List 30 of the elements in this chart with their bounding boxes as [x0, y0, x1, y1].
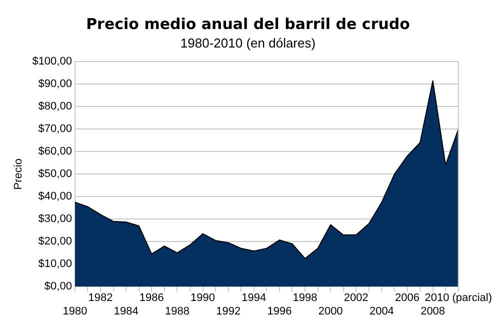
y-tick-label: $30,00: [38, 213, 72, 226]
x-tick-label: 1990: [190, 292, 216, 304]
x-tick-label: 1998: [292, 292, 318, 304]
y-tick-label: $20,00: [38, 236, 72, 248]
x-tick-label: 2006: [395, 292, 420, 304]
x-tick-label: 1984: [114, 305, 138, 318]
x-tick-label: 2000: [318, 305, 343, 318]
x-tick-label: 1994: [242, 292, 266, 304]
x-tick-label: 1988: [164, 305, 190, 318]
x-tick-label: 1996: [267, 305, 292, 318]
x-tick-label: 2004: [369, 305, 394, 318]
y-tick-label: $90,00: [38, 78, 72, 90]
x-tick-label: 2008: [420, 305, 446, 318]
y-tick-label: $10,00: [38, 258, 72, 270]
y-tick-label: $50,00: [38, 168, 72, 180]
chart-subtitle: 1980-2010 (en dólares): [180, 35, 316, 50]
chart-title: Precio medio anual del barril de crudo: [86, 14, 410, 33]
y-tick-label: $40,00: [38, 190, 72, 203]
y-axis-title: Precio: [12, 158, 25, 190]
x-tick-label: 2002: [344, 292, 368, 304]
x-tick-label: 1986: [139, 292, 164, 304]
x-tick-label: 1992: [216, 305, 241, 318]
x-tick-label: 1980: [62, 305, 88, 318]
x-tick-label: 1982: [88, 292, 113, 304]
y-tick-label: $60,00: [38, 146, 72, 158]
y-tick-label: $70,00: [38, 123, 72, 136]
y-tick-label: $80,00: [38, 100, 72, 113]
y-tick-label: $0,00: [44, 280, 72, 293]
y-tick-label: $100,00: [32, 56, 72, 68]
x-tick-label: 2010 (parcial): [424, 292, 492, 304]
